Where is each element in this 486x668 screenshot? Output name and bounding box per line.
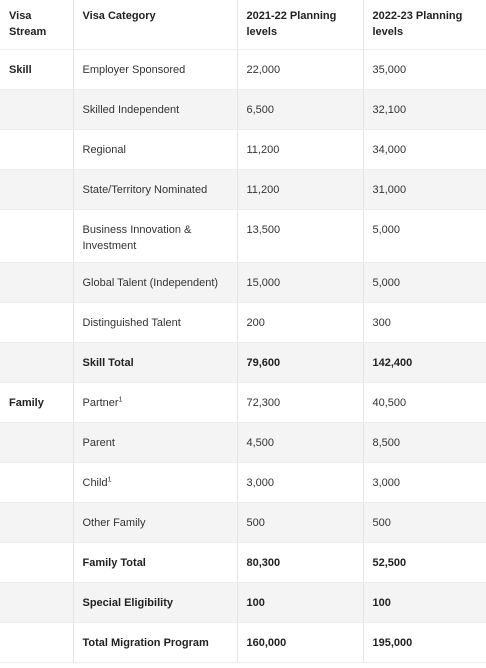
table-row: Skill Employer Sponsored 22,000 35,000	[0, 49, 486, 90]
table-cell: Total Migration Program	[72, 622, 237, 663]
table-row: Distinguished Talent 200 300	[0, 302, 486, 343]
table-row: Total Migration Program 160,000 195,000	[0, 622, 486, 663]
empty-cell	[0, 262, 73, 303]
table-cell: 3,000	[236, 462, 363, 503]
table-cell: Partner1	[72, 382, 237, 423]
table-cell: Family	[0, 382, 73, 423]
table-cell: 8,500	[362, 422, 486, 463]
cell-text: Partner	[82, 397, 119, 409]
empty-cell	[0, 302, 73, 343]
header-cell: 2021-22 Planning levels	[236, 0, 363, 50]
empty-cell	[0, 209, 73, 263]
table-cell: 15,000	[236, 262, 363, 303]
table-cell: 142,400	[362, 342, 486, 383]
table-cell: 195,000	[362, 622, 486, 663]
table-cell: 80,300	[236, 542, 363, 583]
empty-cell	[0, 622, 73, 663]
header-cell: Visa Stream	[0, 0, 73, 50]
table-row: Parent 4,500 8,500	[0, 422, 486, 463]
table-cell: 40,500	[362, 382, 486, 423]
table-cell: 3,000	[362, 462, 486, 503]
table-body: Skill Employer Sponsored 22,000 35,000 Skill…	[0, 49, 486, 663]
table-row: Regional 11,200 34,000	[0, 129, 486, 170]
table-row: Family Partner1 72,300 40,500	[0, 382, 486, 423]
table-cell: 160,000	[236, 622, 363, 663]
table-cell: 6,500	[236, 89, 363, 130]
table-cell: Other Family	[72, 502, 237, 543]
table-row: Skill Total 79,600 142,400	[0, 342, 486, 383]
footnote-marker: 1	[107, 476, 112, 484]
table-cell: 31,000	[362, 169, 486, 210]
table-row: Global Talent (Independent) 15,000 5,000	[0, 262, 486, 303]
table-cell: 500	[362, 502, 486, 543]
empty-cell	[0, 542, 73, 583]
table-row: Child1 3,000 3,000	[0, 462, 486, 503]
table-cell: Regional	[72, 129, 237, 170]
table-cell: 32,100	[362, 89, 486, 130]
empty-cell	[0, 89, 73, 130]
table-row: Skilled Independent 6,500 32,100	[0, 89, 486, 130]
empty-cell	[0, 342, 73, 383]
table-cell: 13,500	[236, 209, 363, 263]
table-row: Other Family 500 500	[0, 502, 486, 543]
header-cell: 2022-23 Planning levels	[362, 0, 486, 50]
table-cell: 79,600	[236, 342, 363, 383]
table-cell: 34,000	[362, 129, 486, 170]
empty-cell	[0, 129, 73, 170]
empty-cell	[0, 169, 73, 210]
table-cell: 5,000	[362, 209, 486, 263]
table-cell: 72,300	[236, 382, 363, 423]
table-cell: Skill Total	[72, 342, 237, 383]
table-cell: Global Talent (Independent)	[72, 262, 237, 303]
table-cell: 4,500	[236, 422, 363, 463]
table-cell: 5,000	[362, 262, 486, 303]
empty-cell	[0, 422, 73, 463]
table-cell: Special Eligibility	[72, 582, 237, 623]
table-cell: Distinguished Talent	[72, 302, 237, 343]
table-row: State/Territory Nominated 11,200 31,000	[0, 169, 486, 210]
table-cell: 22,000	[236, 49, 363, 90]
empty-cell	[0, 462, 73, 503]
cell-text: Child	[82, 477, 108, 489]
footnote-marker: 1	[118, 396, 123, 404]
table-row: Business Innovation & Investment 13,500 5,…	[0, 209, 486, 263]
table-cell: 200	[236, 302, 363, 343]
table-cell: 100	[362, 582, 486, 623]
table-cell: 52,500	[362, 542, 486, 583]
table-cell: Parent	[72, 422, 237, 463]
table-cell: 11,200	[236, 169, 363, 210]
table-cell: Skill	[0, 49, 73, 90]
table-row: Family Total 80,300 52,500	[0, 542, 486, 583]
empty-cell	[0, 502, 73, 543]
table-cell: Family Total	[72, 542, 237, 583]
header-cell: Visa Category	[72, 0, 237, 50]
table-cell: Business Innovation & Investment	[72, 209, 237, 263]
table-cell: 35,000	[362, 49, 486, 90]
table-cell: 500	[236, 502, 363, 543]
table-row: Special Eligibility 100 100	[0, 582, 486, 623]
table-cell: 300	[362, 302, 486, 343]
table-cell: 11,200	[236, 129, 363, 170]
header-row: Visa Stream Visa Category 2021-22 Planning…	[0, 0, 486, 50]
table-cell: 100	[236, 582, 363, 623]
table-cell: Skilled Independent	[72, 89, 237, 130]
table-cell: Employer Sponsored	[72, 49, 237, 90]
table-cell: State/Territory Nominated	[72, 169, 237, 210]
table-cell: Child1	[72, 462, 237, 503]
empty-cell	[0, 582, 73, 623]
